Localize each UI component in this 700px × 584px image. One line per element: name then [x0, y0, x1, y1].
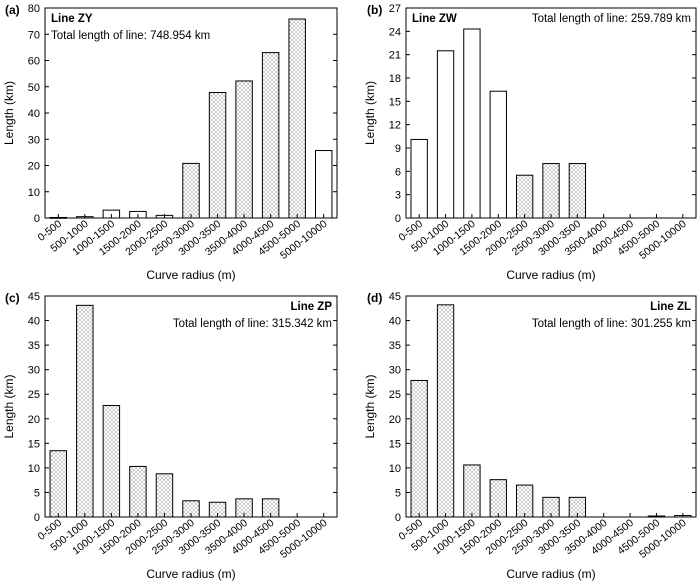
panel-label: (b): [367, 3, 382, 17]
bar: [208, 92, 227, 219]
y-tick-label: 45: [28, 291, 40, 303]
bar: [129, 465, 147, 518]
y-tick-label: 0: [395, 213, 401, 225]
bar: [489, 90, 507, 219]
bar: [314, 150, 333, 219]
total-length-label: Total length of line: 301.255 km: [532, 318, 691, 330]
x-axis-label: Curve radius (m): [506, 268, 595, 282]
y-tick-label: 30: [389, 365, 401, 377]
bar: [489, 479, 507, 518]
y-tick-label: 30: [28, 134, 40, 146]
y-tick-label: 80: [28, 3, 40, 15]
y-axis-label: Length (km): [363, 374, 377, 438]
y-tick-label: 20: [28, 414, 40, 426]
bar: [155, 473, 174, 518]
y-tick-label: 20: [28, 161, 40, 173]
y-tick-label: 70: [28, 29, 40, 41]
y-tick-label: 15: [389, 438, 401, 450]
y-tick-label: 60: [28, 56, 40, 68]
bar: [49, 450, 68, 518]
y-tick-label: 15: [28, 438, 40, 450]
y-tick-label: 25: [28, 389, 40, 401]
bar: [288, 18, 306, 219]
y-tick-label: 12: [389, 120, 401, 132]
y-tick-label: 18: [389, 73, 401, 85]
y-tick-label: 10: [389, 463, 401, 475]
chart-panel-3: (c)0510152025303540450-500500-10001000-1…: [2, 291, 338, 581]
bar: [102, 405, 121, 518]
bar: [410, 379, 428, 518]
total-length-label: Total length of line: 259.789 km: [532, 13, 691, 25]
bar: [463, 28, 481, 219]
y-tick-label: 40: [389, 316, 401, 328]
panel-label: (c): [5, 291, 20, 305]
y-axis-label: Length (km): [363, 81, 377, 145]
bar: [515, 174, 534, 219]
bar: [463, 464, 481, 518]
bar: [568, 163, 587, 219]
y-tick-label: 20: [389, 414, 401, 426]
y-tick-label: 9: [395, 143, 401, 155]
bar: [436, 304, 455, 518]
bar: [261, 52, 280, 219]
y-tick-label: 5: [34, 487, 40, 499]
y-tick-label: 10: [28, 463, 40, 475]
x-axis-label: Curve radius (m): [146, 567, 235, 581]
total-length-label: Total length of line: 748.954 km: [51, 30, 210, 42]
bar: [182, 162, 200, 219]
line-name: Line ZL: [650, 301, 691, 313]
y-tick-label: 15: [389, 96, 401, 108]
y-tick-label: 25: [389, 389, 401, 401]
panel-label: (d): [367, 291, 382, 305]
line-name: Line ZP: [290, 301, 332, 313]
y-tick-label: 21: [389, 50, 401, 62]
y-axis-label: Length (km): [2, 374, 16, 438]
y-tick-label: 0: [34, 213, 40, 225]
bar: [76, 304, 94, 518]
chart-panel-4: (d)0510152025303540450-500500-10001000-1…: [363, 291, 697, 581]
x-axis-label: Curve radius (m): [506, 567, 595, 581]
y-tick-label: 6: [395, 166, 401, 178]
bar: [436, 50, 455, 219]
y-tick-label: 0: [34, 512, 40, 524]
panel-label: (a): [5, 3, 20, 17]
x-axis-label: Curve radius (m): [146, 268, 235, 282]
y-tick-label: 0: [395, 512, 401, 524]
y-tick-label: 40: [28, 316, 40, 328]
y-tick-label: 35: [389, 340, 401, 352]
y-tick-label: 27: [389, 3, 401, 15]
bar: [515, 484, 534, 518]
y-tick-label: 45: [389, 291, 401, 303]
y-tick-label: 35: [28, 340, 40, 352]
y-tick-label: 24: [389, 26, 401, 38]
chart-panel-1: (a)010203040506070800-500500-10001000-15…: [2, 3, 338, 282]
y-tick-label: 5: [395, 487, 401, 499]
bar: [235, 80, 253, 219]
bar: [410, 138, 428, 219]
line-name: Line ZY: [51, 13, 93, 25]
y-tick-label: 10: [28, 187, 40, 199]
line-name: Line ZW: [412, 13, 457, 25]
y-tick-label: 3: [395, 190, 401, 202]
y-tick-label: 50: [28, 82, 40, 94]
total-length-label: Total length of line: 315.342 km: [173, 318, 332, 330]
y-tick-label: 40: [28, 108, 40, 120]
bar: [542, 163, 560, 219]
chart-panel-2: (b)03691215182124270-500500-10001000-150…: [363, 3, 697, 282]
y-axis-label: Length (km): [2, 81, 16, 145]
y-tick-label: 30: [28, 365, 40, 377]
